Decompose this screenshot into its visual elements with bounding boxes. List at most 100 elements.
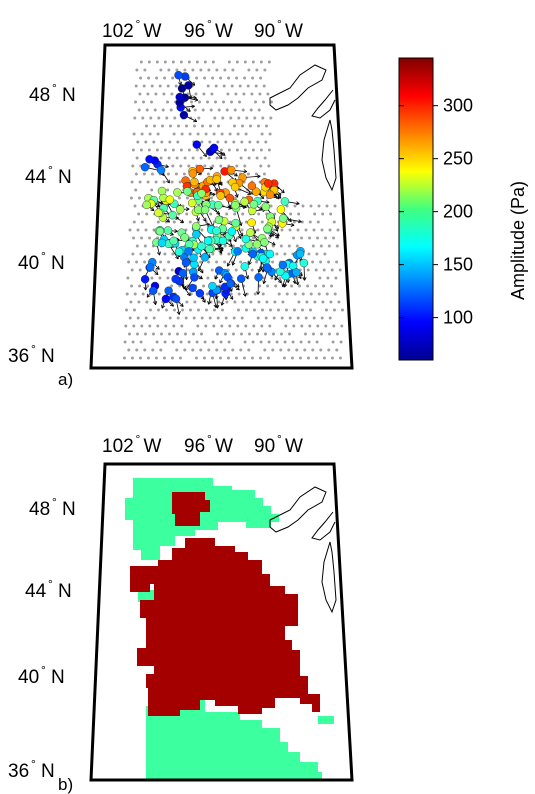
station-dot bbox=[129, 300, 133, 304]
station-dot bbox=[195, 148, 199, 152]
station-dot bbox=[182, 172, 186, 176]
station-dot bbox=[220, 324, 224, 328]
station-dot bbox=[264, 140, 268, 144]
station-dot bbox=[143, 348, 147, 352]
station-dot bbox=[206, 172, 210, 176]
wave-arrow-head bbox=[211, 192, 216, 197]
station-dot bbox=[197, 308, 200, 312]
panel-b-lat-tick-deg: ° bbox=[52, 495, 57, 509]
amplitude-dot bbox=[156, 165, 166, 175]
amplitude-dot bbox=[246, 228, 255, 237]
station-dot bbox=[247, 348, 251, 352]
station-dot bbox=[267, 164, 271, 168]
station-dot bbox=[320, 316, 324, 320]
station-dot bbox=[144, 316, 148, 320]
amplitude-dot bbox=[259, 254, 268, 263]
panel-a-lon-ticks: 102 ° W 96 ° W 90 ° W bbox=[102, 17, 303, 42]
station-dot bbox=[274, 284, 278, 288]
station-dot bbox=[212, 324, 216, 328]
station-dot bbox=[149, 308, 152, 312]
station-dot bbox=[233, 108, 237, 112]
station-dot bbox=[263, 348, 267, 352]
station-dot bbox=[136, 332, 139, 336]
station-dot bbox=[193, 300, 197, 304]
amplitude-dot bbox=[200, 205, 210, 215]
station-dot bbox=[318, 276, 322, 280]
station-dot bbox=[319, 348, 323, 352]
station-dot bbox=[186, 284, 190, 288]
station-dot bbox=[176, 140, 180, 144]
amplitude-dot bbox=[231, 218, 240, 228]
station-dot bbox=[261, 292, 265, 296]
wave-arrow-head bbox=[185, 286, 189, 291]
panel-b-lon-ticks: 102 ° W 96 ° W 90 ° W bbox=[102, 432, 303, 457]
station-dot bbox=[255, 68, 259, 72]
wave-arrow-head bbox=[193, 95, 197, 100]
station-dot bbox=[139, 340, 143, 344]
station-dot bbox=[141, 292, 145, 296]
wave-arrow-head bbox=[295, 201, 300, 206]
station-dot bbox=[122, 356, 126, 360]
station-dot bbox=[296, 316, 300, 320]
wave-arrow-head bbox=[219, 247, 224, 252]
amplitude-dot bbox=[174, 70, 183, 80]
amplitude-dot bbox=[279, 214, 288, 223]
station-dot bbox=[253, 116, 257, 120]
station-dot bbox=[308, 220, 312, 224]
station-dot bbox=[135, 68, 139, 72]
station-dot bbox=[171, 164, 175, 168]
station-dot bbox=[241, 124, 244, 128]
colorbar-title: Amplitude (Pa) bbox=[508, 181, 528, 300]
station-dot bbox=[271, 260, 275, 264]
station-dot bbox=[217, 300, 221, 304]
station-dot bbox=[312, 332, 315, 336]
station-dot bbox=[289, 212, 293, 216]
station-dot bbox=[163, 60, 167, 64]
station-dot bbox=[215, 348, 219, 352]
station-dot bbox=[185, 300, 189, 304]
station-dot bbox=[243, 148, 247, 152]
panel-a-dots bbox=[140, 70, 309, 304]
station-dot bbox=[179, 148, 183, 152]
station-dot bbox=[161, 108, 165, 112]
station-dot bbox=[192, 316, 196, 320]
station-dot bbox=[266, 284, 270, 288]
amplitude-dot bbox=[251, 187, 261, 196]
station-dot bbox=[327, 260, 331, 264]
wave-arrow-head bbox=[277, 192, 282, 197]
station-dot bbox=[216, 316, 220, 320]
station-dot bbox=[201, 108, 205, 112]
station-dot bbox=[260, 132, 264, 136]
station-dot bbox=[313, 212, 317, 216]
station-dot bbox=[225, 212, 229, 216]
station-dot bbox=[188, 132, 192, 136]
station-dot bbox=[316, 236, 320, 240]
station-dot bbox=[209, 212, 213, 216]
station-dot bbox=[138, 268, 142, 272]
wave-arrow-head bbox=[217, 244, 222, 248]
amplitude-dot bbox=[163, 226, 173, 235]
amplitude-dot bbox=[174, 247, 184, 257]
amplitude-dot bbox=[190, 273, 199, 282]
station-dot bbox=[322, 356, 326, 360]
station-dot bbox=[170, 356, 174, 360]
wave-arrow-head bbox=[195, 217, 200, 222]
station-dot bbox=[225, 300, 229, 304]
colorbar-tick-label: 250 bbox=[443, 149, 473, 169]
amplitude-dot bbox=[249, 200, 259, 209]
wave-arrow-head bbox=[256, 291, 261, 295]
station-dot bbox=[301, 308, 304, 312]
station-dot bbox=[256, 316, 260, 320]
wave-arrow-head bbox=[150, 207, 155, 212]
station-dot bbox=[211, 164, 215, 168]
station-dot bbox=[254, 100, 257, 104]
station-dot bbox=[154, 356, 158, 360]
amplitude-dot bbox=[225, 193, 235, 203]
station-dot bbox=[135, 244, 139, 248]
amplitude-dot bbox=[157, 186, 167, 196]
wave-arrow-head bbox=[186, 108, 191, 112]
station-dot bbox=[280, 332, 283, 336]
station-dot bbox=[269, 308, 272, 312]
station-dot bbox=[249, 300, 253, 304]
station-dot bbox=[234, 92, 238, 96]
